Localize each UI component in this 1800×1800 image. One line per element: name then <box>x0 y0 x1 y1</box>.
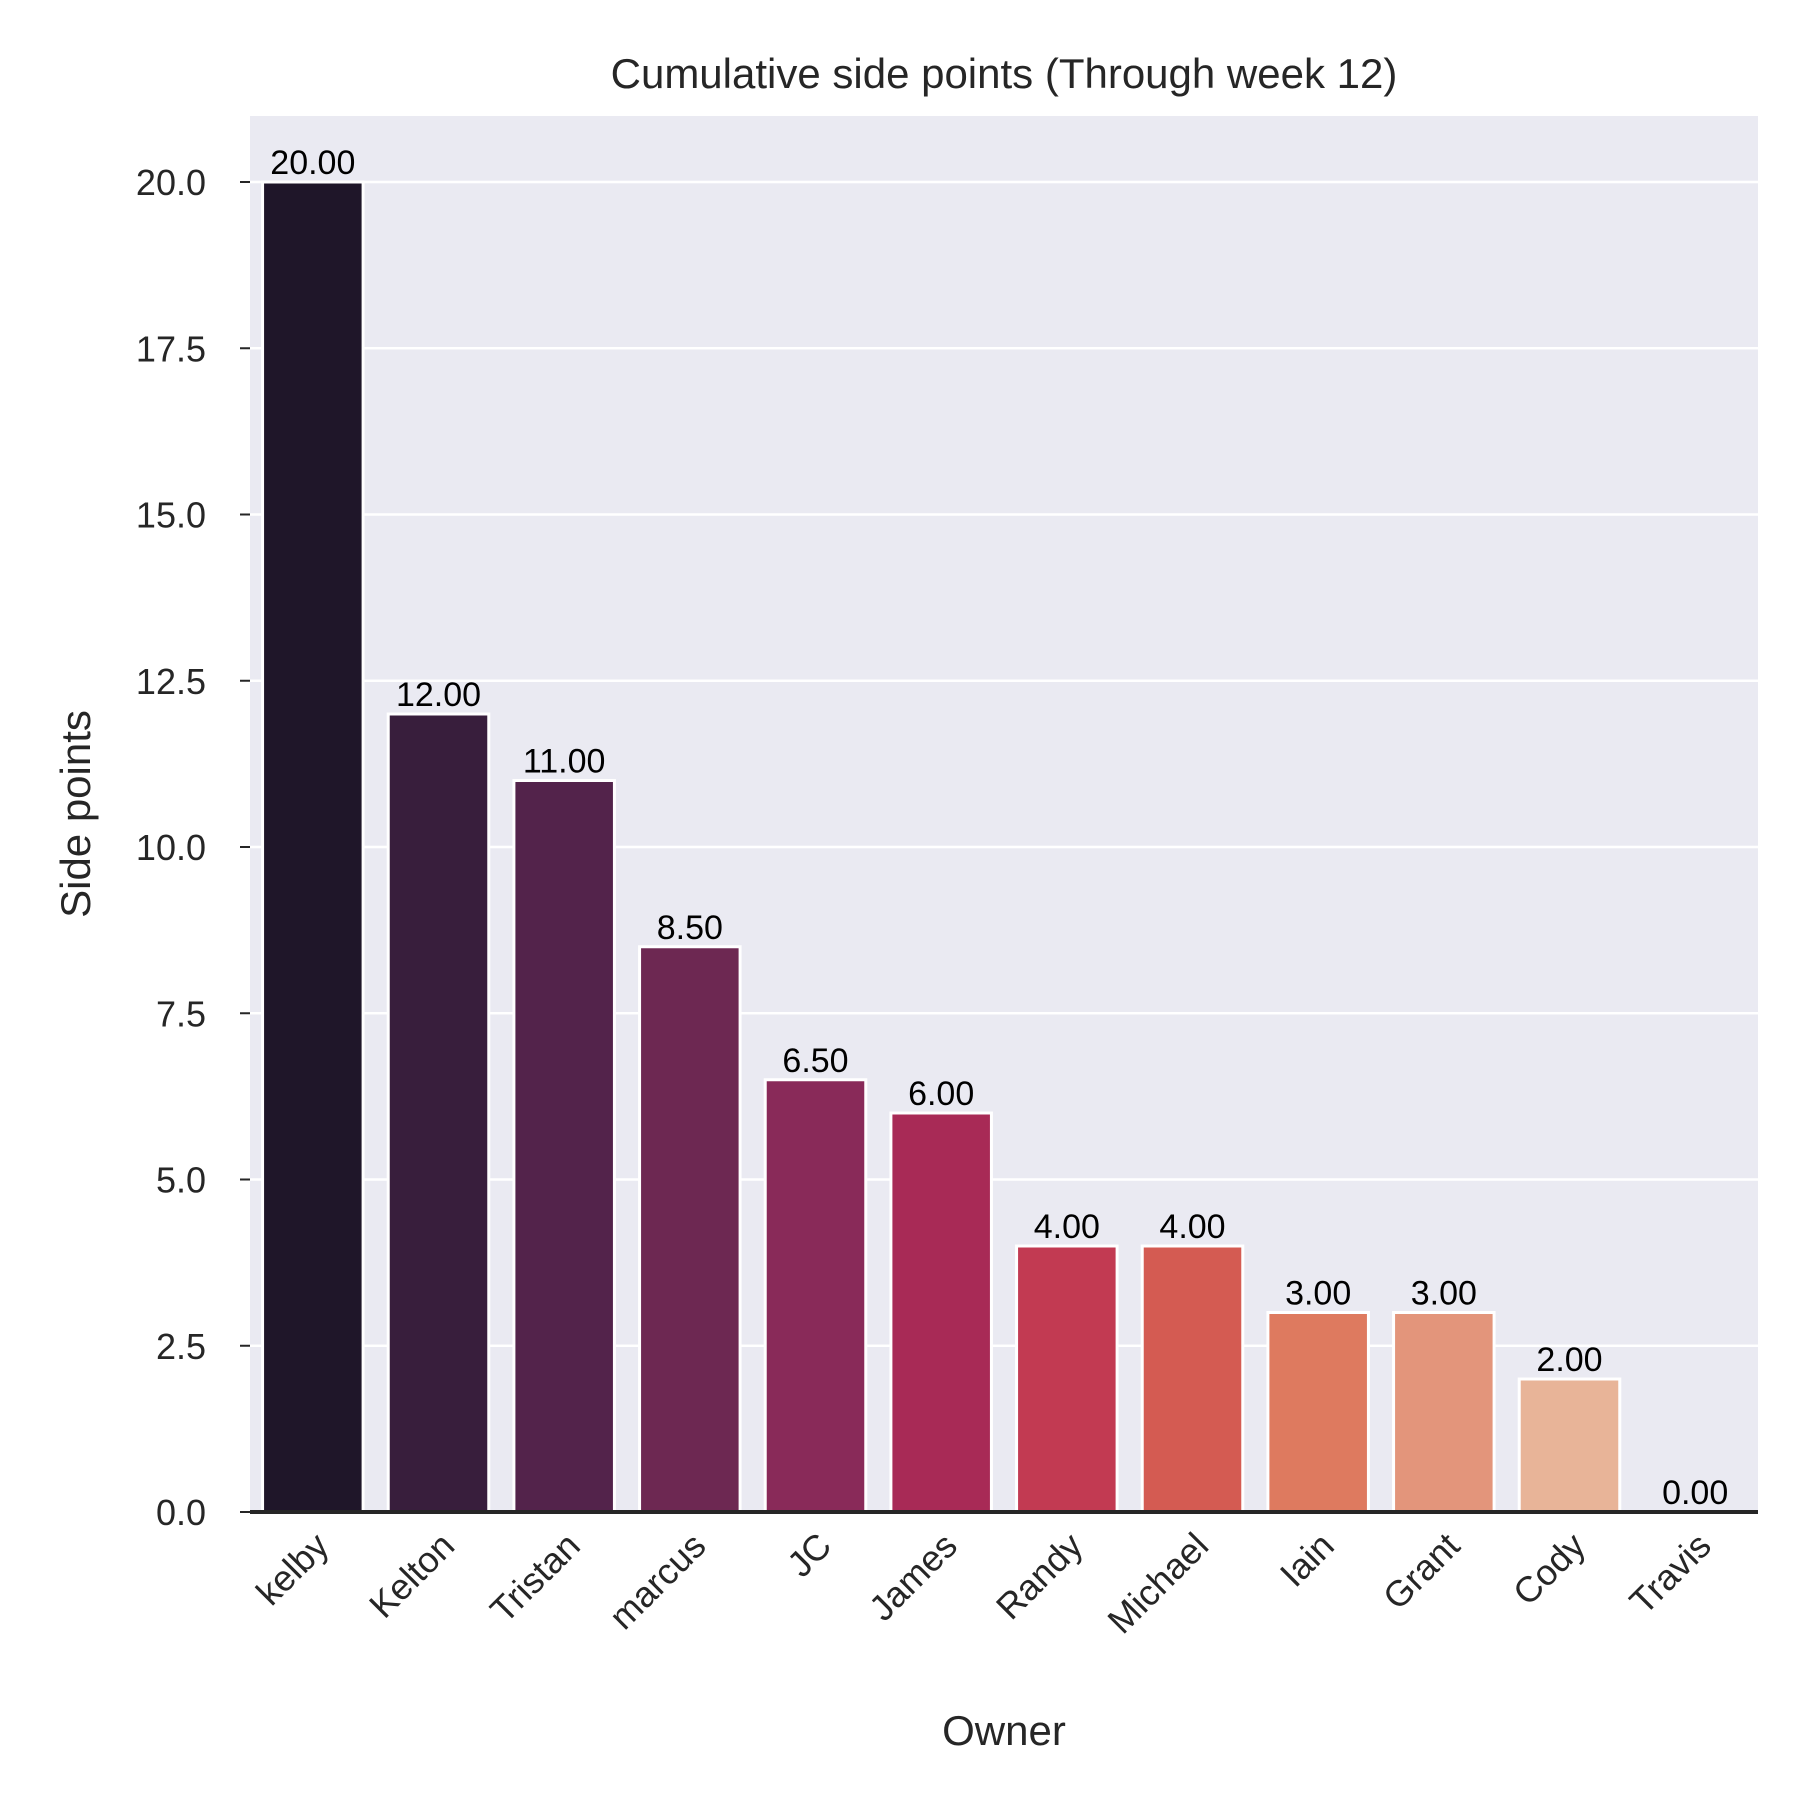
x-tick-label: Tristan <box>482 1525 588 1631</box>
y-tick-labels: 0.0 2.5 5.0 7.5 10.0 12.5 15.0 17.5 20.0 <box>136 162 250 1533</box>
y-tick-label: 20.0 <box>136 162 206 203</box>
x-tick-label: kelby <box>248 1525 336 1613</box>
bar-tristan <box>512 779 616 1514</box>
x-tick-label: Iain <box>1272 1525 1342 1595</box>
y-tick-label: 0.0 <box>156 1492 206 1533</box>
bar-jc <box>763 1078 868 1514</box>
x-tick-label: Grant <box>1375 1525 1468 1618</box>
data-label: 4.00 <box>1034 1208 1100 1246</box>
x-tick-label: Kelton <box>361 1525 462 1626</box>
y-tick-label: 17.5 <box>136 328 206 369</box>
bars <box>261 180 1622 1514</box>
y-tick-label: 5.0 <box>156 1160 206 1201</box>
bar-michael <box>1140 1244 1245 1514</box>
data-label: 12.00 <box>396 676 481 714</box>
data-label: 4.00 <box>1159 1208 1225 1246</box>
x-tick-labels: kelby Kelton Tristan marcus JC James Randy Mich… <box>248 1525 1719 1642</box>
bar-grant <box>1392 1311 1496 1514</box>
data-label: 6.50 <box>782 1042 848 1080</box>
y-tick-label: 7.5 <box>156 993 206 1034</box>
data-label: 2.00 <box>1536 1341 1602 1379</box>
data-label: 6.00 <box>908 1075 974 1113</box>
data-label: 3.00 <box>1411 1275 1477 1313</box>
x-tick-label: Travis <box>1621 1525 1718 1622</box>
x-tick-label: James <box>861 1525 965 1629</box>
bar-cody <box>1517 1377 1622 1514</box>
y-axis-label: Side points <box>52 710 99 918</box>
bar-kelton <box>386 712 491 1514</box>
data-label: 0.00 <box>1662 1474 1728 1512</box>
y-tick-label: 12.5 <box>136 661 206 702</box>
data-labels: 20.00 12.00 11.00 8.50 6.50 6.00 4.00 4.00 3.00 3… <box>270 144 1728 1512</box>
chart-title: Cumulative side points (Through week 12) <box>611 50 1398 97</box>
bar-james <box>889 1111 993 1514</box>
y-tick-label: 10.0 <box>136 827 206 868</box>
bar-randy <box>1015 1244 1119 1514</box>
y-tick-label: 2.5 <box>156 1326 206 1367</box>
x-tick-label: Cody <box>1505 1525 1593 1613</box>
bar-iain <box>1266 1311 1370 1514</box>
data-label: 11.00 <box>523 743 606 781</box>
x-axis-label: Owner <box>942 1707 1066 1754</box>
x-tick-label: Michael <box>1099 1525 1216 1642</box>
x-tick-label: marcus <box>601 1525 713 1637</box>
x-tick-label: JC <box>779 1525 839 1585</box>
data-label: 3.00 <box>1285 1275 1351 1313</box>
data-label: 20.00 <box>270 144 355 182</box>
bar-marcus <box>638 945 742 1514</box>
bar-kelby <box>261 180 365 1514</box>
x-tick-label: Randy <box>988 1525 1091 1628</box>
data-label: 8.50 <box>657 909 723 947</box>
y-tick-label: 15.0 <box>136 495 206 536</box>
